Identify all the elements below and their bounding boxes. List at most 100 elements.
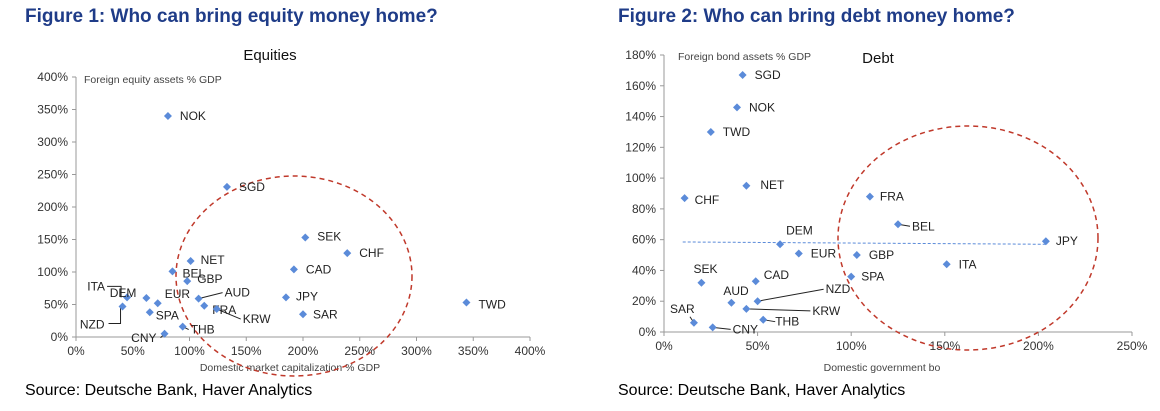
point-marker-dem [776, 240, 785, 249]
point-label-eur: EUR [811, 247, 837, 261]
point-marker-fra [200, 301, 209, 310]
point-marker-chf [343, 249, 352, 258]
point-label-ita: ITA [959, 257, 977, 271]
point-label-dem: DEM [786, 223, 813, 237]
point-label-spa: SPA [861, 270, 884, 284]
point-label-nzd: NZD [80, 317, 105, 331]
point-marker-spa [847, 272, 856, 281]
x-tick-label: 100% [174, 344, 205, 358]
point-label-nok: NOK [180, 109, 206, 123]
point-marker-cny [160, 329, 169, 338]
y-axis-title: Foreign bond assets % GDP [678, 51, 811, 63]
point-marker-sgd [222, 182, 231, 191]
equities-chart-svg: 0% 50% 100% 150% 200% 250% 300% 350% 400% 0% 50% 10… [37, 47, 546, 377]
point-label-nok: NOK [749, 100, 775, 114]
x-tick-label: 300% [401, 344, 432, 358]
leader-line-krw [216, 308, 241, 320]
point-marker-sgd [738, 71, 747, 80]
point-marker-dem [142, 294, 151, 302]
point-label-bel: BEL [182, 266, 205, 280]
point-marker-eur [153, 299, 162, 308]
point-label-cad: CAD [306, 262, 332, 276]
point-label-thb: THB [775, 315, 799, 329]
figure-2-source: Source: Deutsche Bank, Haver Analytics [618, 382, 906, 399]
point-label-net: NET [201, 253, 226, 267]
highlight-ellipse [175, 175, 413, 377]
point-marker-twd [462, 298, 471, 307]
y-tick-label: 120% [625, 140, 656, 154]
point-marker-gbp [183, 277, 192, 286]
point-label-fra: FRA [880, 190, 904, 204]
x-tick-label: 250% [1117, 339, 1148, 353]
x-tick-label: 100% [836, 339, 867, 353]
y-tick-label: 100% [625, 171, 656, 185]
point-label-sek: SEK [317, 230, 341, 244]
y-tick-label: 0% [639, 325, 657, 339]
point-marker-ita [123, 293, 132, 302]
point-label-gbp: GBP [869, 248, 894, 262]
point-marker-gbp [852, 251, 861, 260]
point-label-cad: CAD [764, 268, 790, 282]
x-tick-label: 150% [929, 339, 960, 353]
point-label-nzd: NZD [826, 282, 851, 296]
x-axis-title: Domestic government bo [824, 362, 941, 374]
point-label-krw: KRW [812, 304, 840, 318]
chart-title: Debt [862, 50, 895, 67]
point-label-chf: CHF [359, 246, 384, 260]
point-label-ita: ITA [87, 279, 105, 293]
x-tick-label: 0% [67, 344, 85, 358]
point-label-bel: BEL [912, 219, 935, 233]
x-tick-label: 50% [121, 344, 145, 358]
point-marker-thb [178, 322, 187, 331]
point-marker-net [186, 256, 195, 265]
y-tick-label: 400% [37, 70, 68, 84]
point-label-sar: SAR [313, 307, 338, 321]
leader-line-aud [198, 292, 223, 300]
point-label-cny: CNY [131, 331, 156, 345]
point-label-eur: EUR [165, 287, 191, 301]
point-label-chf: CHF [695, 193, 720, 207]
point-marker-nok [163, 112, 172, 120]
point-marker-twd [706, 127, 715, 136]
point-marker-jpy [281, 293, 290, 302]
debt-chart-svg: 0% 20% 40% 60% 80% 100% 120% 140% 160% 180% 0% 50% 1… [625, 48, 1148, 374]
y-tick-label: 300% [37, 135, 68, 149]
point-label-krw: KRW [243, 312, 271, 326]
x-tick-label: 200% [1023, 339, 1054, 353]
point-marker-nzd [118, 302, 127, 311]
debt-chart: 0% 20% 40% 60% 80% 100% 120% 140% 160% 180% 0% 50% 1… [612, 38, 1152, 378]
y-tick-label: 60% [632, 233, 656, 247]
point-marker-sar [689, 318, 698, 327]
point-marker-cny [708, 323, 717, 332]
y-tick-label: 0% [51, 330, 69, 344]
point-label-fra: FRA [212, 303, 236, 317]
point-marker-bel [168, 267, 177, 276]
y-tick-label: 140% [625, 110, 656, 124]
point-label-jpy: JPY [1056, 234, 1078, 248]
point-marker-bel [894, 220, 902, 229]
x-tick-label: 50% [746, 339, 770, 353]
y-tick-label: 250% [37, 168, 68, 182]
point-marker-nok [733, 103, 742, 112]
trendline [682, 241, 1048, 245]
y-tick-label: 20% [632, 294, 656, 308]
point-marker-ita [942, 260, 951, 269]
y-tick-label: 80% [632, 202, 656, 216]
y-tick-label: 160% [625, 79, 656, 93]
point-label-sgd: SGD [239, 180, 265, 194]
point-label-sgd: SGD [755, 68, 781, 82]
point-marker-nzd [753, 297, 762, 306]
figure-2-title: Figure 2: Who can bring debt money home? [618, 6, 1015, 27]
point-marker-krw [742, 304, 751, 313]
point-marker-eur [794, 249, 803, 258]
point-marker-chf [680, 194, 689, 203]
highlight-ellipse [837, 125, 1099, 351]
x-tick-label: 350% [458, 344, 489, 358]
point-label-cny: CNY [733, 322, 758, 336]
y-tick-label: 200% [37, 200, 68, 214]
leader-line-ita [107, 285, 122, 298]
point-label-sek: SEK [693, 262, 717, 276]
y-tick-label: 40% [632, 263, 656, 277]
y-tick-label: 180% [625, 48, 656, 62]
point-label-twd: TWD [478, 298, 506, 312]
